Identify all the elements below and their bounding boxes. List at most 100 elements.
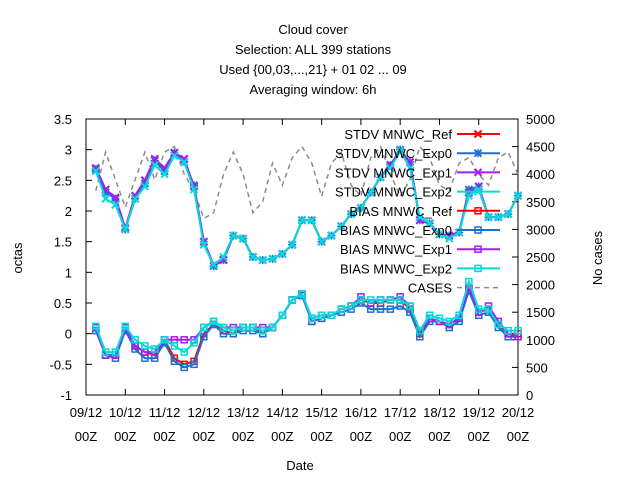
data-point (229, 231, 238, 240)
data-point (180, 348, 188, 356)
data-point (376, 305, 385, 313)
data-point (190, 360, 198, 369)
data-point (160, 163, 169, 173)
data-point (111, 348, 120, 356)
data-point (199, 240, 209, 249)
data-point (376, 296, 385, 304)
x-tick-date: 11/12 (149, 405, 181, 420)
data-point (298, 290, 306, 298)
data-point (425, 219, 434, 228)
legend-marker (473, 168, 483, 177)
data-point (200, 332, 208, 341)
data-point (111, 200, 120, 210)
data-point (435, 230, 444, 239)
y2-tick-label: 2000 (526, 278, 555, 293)
y2-tick-label: 4500 (526, 140, 555, 155)
data-point (141, 342, 149, 350)
data-point (121, 225, 130, 234)
data-point (307, 215, 317, 225)
y-tick-label: 0 (65, 327, 72, 342)
data-point (317, 311, 326, 320)
y-tick-label: 2.5 (54, 173, 72, 188)
data-point (406, 302, 414, 310)
data-point (386, 163, 395, 173)
x-tick-hour: 00Z (271, 429, 293, 444)
legend-marker (474, 226, 482, 234)
data-point (130, 191, 140, 200)
data-point (465, 277, 473, 286)
x-tick-hour: 00Z (468, 429, 490, 444)
data-point (327, 311, 336, 320)
data-point (445, 234, 454, 243)
legend-label: BIAS MNWC_Ref (349, 204, 452, 219)
data-point (150, 345, 159, 353)
data-point (346, 209, 356, 219)
legend-label: BIAS MNWC_Exp0 (340, 223, 452, 238)
y-tick-label: 3 (65, 143, 72, 158)
data-point (229, 326, 238, 335)
data-point (337, 305, 346, 313)
y2-tick-label: 0 (526, 388, 533, 403)
data-point (101, 348, 110, 356)
data-point (160, 169, 169, 179)
legend-label: STDV MNWC_Exp0 (335, 146, 452, 161)
data-point (474, 305, 483, 313)
x-tick-date: 13/12 (227, 405, 260, 420)
data-point (131, 336, 139, 344)
data-point (425, 311, 434, 320)
y-tick-label: 0.5 (54, 296, 72, 311)
legend-label: STDV MNWC_Ref (344, 127, 452, 142)
x-tick-hour: 00Z (350, 429, 372, 444)
data-point (308, 314, 316, 323)
data-point (297, 215, 307, 225)
x-tick-date: 20/12 (502, 405, 535, 420)
y2-tick-label: 4000 (526, 167, 555, 182)
data-point (366, 296, 375, 304)
data-point (140, 176, 150, 185)
series-5 (92, 286, 522, 372)
x-tick-hour: 00Z (389, 429, 411, 444)
axis-ticks: -1 -0.5 0 0.5 1 1.5 2 2.5 3 3.5 0 500 1000 1500 2000 25… (50, 112, 555, 444)
series-line (95, 145, 519, 220)
x-tick-hour: 00Z (75, 429, 97, 444)
title-line-4: Averaging window: 6h (250, 82, 377, 97)
data-point (92, 322, 100, 331)
data-point (317, 237, 326, 246)
data-point (366, 188, 375, 197)
data-point (503, 209, 513, 219)
data-point (337, 222, 346, 231)
series-line (94, 278, 518, 354)
data-point (249, 323, 257, 332)
data-point (258, 255, 267, 265)
y-tick-label: 3.5 (54, 112, 72, 127)
data-point (140, 182, 150, 191)
data-point (91, 163, 101, 173)
data-point (170, 342, 179, 350)
x-tick-date: 16/12 (345, 405, 378, 420)
legend-label: STDV MNWC_Exp1 (335, 165, 452, 180)
data-point (396, 296, 404, 304)
data-point (239, 323, 247, 332)
data-point (268, 323, 277, 332)
y-tick-label: -1 (60, 388, 72, 403)
legend-marker (473, 129, 483, 139)
data-point (258, 326, 267, 335)
data-point (494, 320, 503, 329)
data-point (170, 148, 179, 157)
data-point (190, 339, 198, 347)
data-point (455, 311, 463, 320)
data-point (514, 326, 522, 335)
data-point (484, 305, 493, 313)
data-point (494, 212, 503, 222)
data-point (278, 311, 287, 320)
legend-marker (474, 207, 482, 215)
data-point (179, 157, 189, 167)
x-tick-hour: 00Z (310, 429, 332, 444)
data-point (121, 322, 130, 331)
data-point (356, 203, 366, 213)
legend-marker (474, 264, 482, 273)
data-point (180, 363, 188, 372)
y2-tick-label: 500 (526, 360, 548, 375)
data-point (464, 191, 474, 200)
legend-label: CASES (408, 281, 452, 296)
